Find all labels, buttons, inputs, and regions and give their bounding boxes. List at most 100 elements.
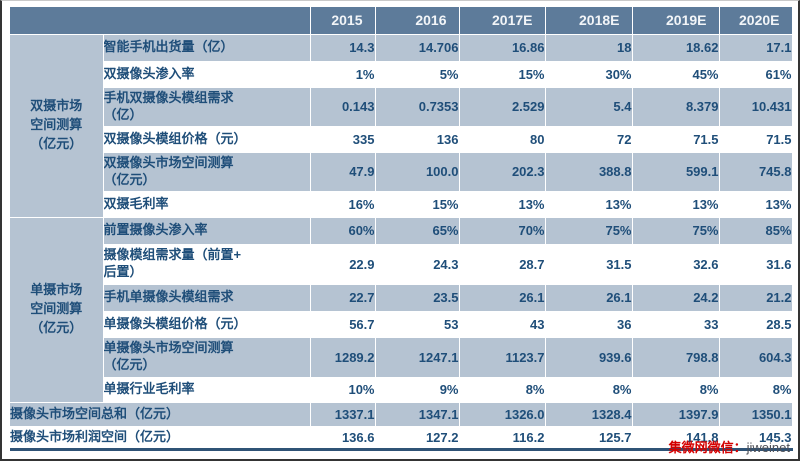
cell-value: 36 (545, 311, 633, 338)
cell-value: 22.7 (310, 284, 376, 312)
cell-value: 136.6 (310, 426, 376, 450)
cell-value: 8% (459, 377, 546, 403)
cell-value: 1247.1 (375, 337, 460, 378)
table-row: 双摄像头渗入率 1% 5% 15% 30% 45% 61% (10, 61, 793, 88)
table-row: 手机单摄像头模组需求 22.7 23.5 26.1 26.1 24.2 21.2 (10, 284, 793, 312)
cell-value: 26.1 (459, 284, 546, 312)
cell-value: 1326.0 (459, 402, 546, 427)
cell-value: 8% (545, 377, 633, 403)
cell-value: 145.3 (719, 426, 793, 450)
cell-value: 136 (375, 126, 460, 153)
cell-value: 16% (310, 191, 376, 218)
cell-value: 18 (545, 34, 633, 62)
table-row: 双摄毛利率 16% 15% 13% 13% 13% 13% (10, 191, 793, 218)
cell-value: 32.6 (632, 244, 720, 285)
cell-value: 13% (545, 191, 633, 218)
table-row: 摄像模组需求量（前置+ 后置） 22.9 24.3 28.7 31.5 32.6… (10, 244, 793, 285)
cell-value: 2.529 (459, 87, 546, 127)
cell-value: 47.9 (310, 152, 376, 192)
table-row: 双摄像头模组价格（元） 335 136 80 72 71.5 71.5 (10, 126, 793, 153)
cell-value: 60% (310, 217, 376, 245)
cell-value: 13% (632, 191, 720, 218)
table-header-row: 2015 2016 2017E 2018E 2019E 2020E (10, 7, 793, 35)
row-label: 摄像模组需求量（前置+ 后置） (103, 244, 311, 285)
cell-value: 10% (310, 377, 376, 403)
cell-value: 8.379 (632, 87, 720, 127)
cell-value: 65% (375, 217, 460, 245)
row-label: 手机单摄像头模组需求 (103, 284, 311, 312)
camera-market-size-table: 2015 2016 2017E 2018E 2019E 2020E 双摄市场 空… (10, 7, 793, 451)
cell-value: 9% (375, 377, 460, 403)
cell-value: 23.5 (375, 284, 460, 312)
cell-value: 125.7 (545, 426, 633, 450)
row-label: 智能手机出货量（亿） (103, 34, 311, 62)
cell-value: 28.5 (719, 311, 793, 338)
row-label-total: 摄像头市场空间总和（亿元） (10, 402, 311, 427)
row-label: 双摄像头模组价格（元） (103, 126, 311, 153)
cell-value: 24.3 (375, 244, 460, 285)
cell-value: 100.0 (375, 152, 460, 192)
table-row: 单摄行业毛利率 10% 9% 8% 8% 8% 8% (10, 377, 793, 403)
row-label: 单摄像头模组价格（元） (103, 311, 311, 338)
table-row: 双摄像头市场空间测算 （亿元） 47.9 100.0 202.3 388.8 5… (10, 152, 793, 192)
cell-value: 10.431 (719, 87, 793, 127)
cell-value: 141.8 (632, 426, 720, 450)
cell-value: 16.86 (459, 34, 546, 62)
cell-value: 28.7 (459, 244, 546, 285)
table-row-profit: 摄像头市场利润空间（亿元） 136.6 127.2 116.2 125.7 14… (10, 426, 793, 450)
cell-value: 1289.2 (310, 337, 376, 378)
cell-value: 1337.1 (310, 402, 376, 427)
cell-value: 13% (719, 191, 793, 218)
table-corner-cell (10, 7, 311, 35)
cell-value: 43 (459, 311, 546, 338)
year-header-2018e: 2018E (545, 7, 633, 35)
cell-value: 17.1 (719, 34, 793, 62)
cell-value: 33 (632, 311, 720, 338)
watermark-site-name: 集微网微信： (668, 440, 747, 455)
cell-value: 56.7 (310, 311, 376, 338)
cell-value: 1% (310, 61, 376, 88)
watermark-wechat-id: jiweinet (746, 440, 790, 455)
cell-value: 71.5 (632, 126, 720, 153)
group-label-dual-camera: 双摄市场 空间测算 （亿元） (10, 34, 104, 218)
row-label: 单摄行业毛利率 (103, 377, 311, 403)
cell-value: 116.2 (459, 426, 546, 450)
row-label: 双摄像头渗入率 (103, 61, 311, 88)
cell-value: 45% (632, 61, 720, 88)
cell-value: 798.8 (632, 337, 720, 378)
row-label: 前置摄像头渗入率 (103, 217, 311, 245)
cell-value: 202.3 (459, 152, 546, 192)
cell-value: 5% (375, 61, 460, 88)
year-header-2017e: 2017E (459, 7, 546, 35)
cell-value: 939.6 (545, 337, 633, 378)
row-label: 单摄像头市场空间测算 （亿元） (103, 337, 311, 378)
group-label-single-camera: 单摄市场 空间测算 （亿元） (10, 217, 104, 403)
cell-value: 24.2 (632, 284, 720, 312)
cell-value: 26.1 (545, 284, 633, 312)
year-header-2020e: 2020E (719, 7, 793, 35)
cell-value: 30% (545, 61, 633, 88)
row-label-profit: 摄像头市场利润空间（亿元） (10, 426, 311, 450)
cell-value: 388.8 (545, 152, 633, 192)
cell-value: 15% (459, 61, 546, 88)
cell-value: 0.7353 (375, 87, 460, 127)
cell-value: 31.5 (545, 244, 633, 285)
table-row: 手机双摄像头模组需求 （亿） 0.143 0.7353 2.529 5.4 8.… (10, 87, 793, 127)
row-label: 双摄毛利率 (103, 191, 311, 218)
row-label: 双摄像头市场空间测算 （亿元） (103, 152, 311, 192)
cell-value: 75% (632, 217, 720, 245)
cell-value: 745.8 (719, 152, 793, 192)
row-label: 手机双摄像头模组需求 （亿） (103, 87, 311, 127)
table-row-total: 摄像头市场空间总和（亿元） 1337.1 1347.1 1326.0 1328.… (10, 402, 793, 427)
cell-value: 8% (719, 377, 793, 403)
cell-value: 72 (545, 126, 633, 153)
cell-value: 1328.4 (545, 402, 633, 427)
cell-value: 5.4 (545, 87, 633, 127)
watermark: 集微网微信：jiweinet (669, 437, 790, 456)
cell-value: 75% (545, 217, 633, 245)
cell-value: 0.143 (310, 87, 376, 127)
year-header-2015: 2015 (310, 7, 376, 35)
cell-value: 21.2 (719, 284, 793, 312)
cell-value: 18.62 (632, 34, 720, 62)
